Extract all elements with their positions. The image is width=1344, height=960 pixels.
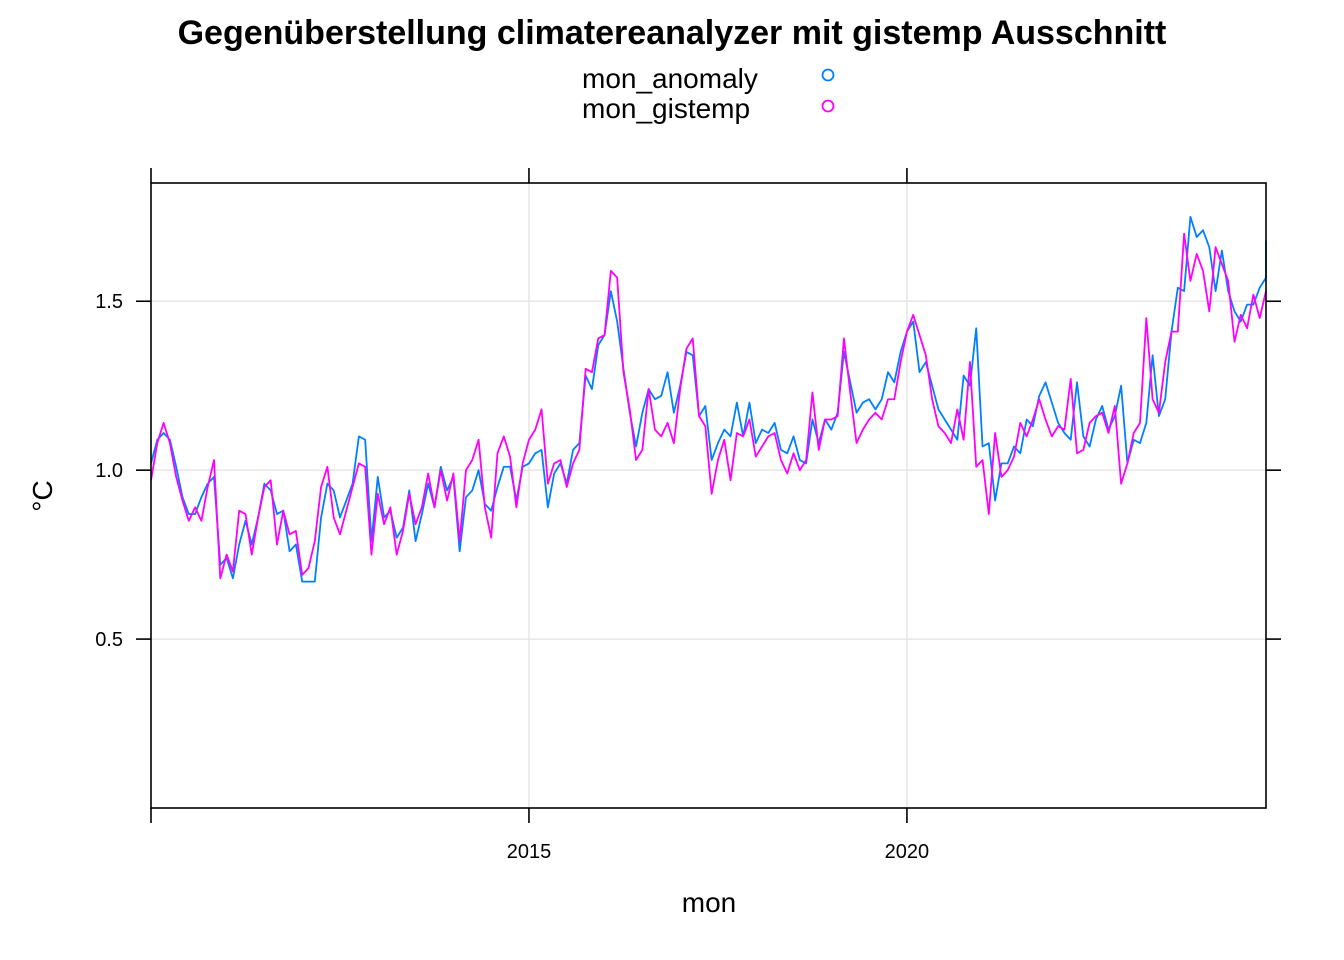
y-tick-label: 1.5 [95,291,123,313]
y-axis-label: °C [27,480,58,511]
legend-label-mon-anomaly: mon_anomaly [582,63,758,94]
chart-title: Gegenüberstellung climatereanalyzer mit … [178,14,1167,52]
series-line-mon-anomaly [150,215,1267,583]
legend: mon_anomaly mon_gistemp [582,63,835,124]
legend-marker-mon-gistemp [821,99,835,113]
x-axis-label: mon [682,887,736,918]
legend-marker-mon-anomaly [821,68,835,82]
axis-ticks [136,168,1281,823]
gridlines [151,183,1266,808]
series-line-mon-gistemp [150,232,1267,580]
y-tick-label: 0.5 [95,629,123,651]
x-tick-label: 2020 [885,841,930,863]
tick-labels: 2015 2020 0.5 1.0 1.5 [95,291,929,863]
series-layer [150,215,1267,583]
y-tick-label: 1.0 [95,460,123,482]
x-tick-label: 2015 [507,841,552,863]
plot-frame [150,182,1267,809]
legend-label-mon-gistemp: mon_gistemp [582,93,750,124]
